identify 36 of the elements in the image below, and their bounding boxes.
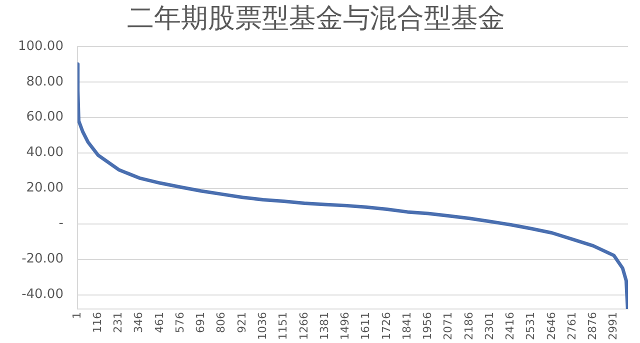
y-tick-label: 60.00	[26, 110, 64, 125]
y-tick-label: 80.00	[26, 74, 64, 90]
x-tick-label: 346	[132, 312, 146, 334]
x-tick-label: 2646	[544, 312, 558, 340]
x-tick-label: 2186	[462, 312, 476, 340]
x-tick-label: 1726	[380, 312, 393, 340]
x-tick-label: 2301	[482, 312, 496, 340]
x-tick-label: 576	[173, 312, 186, 334]
y-tick-label: -20.00	[22, 252, 64, 267]
x-tick-label: 2531	[524, 312, 538, 340]
x-tick-label: 691	[194, 312, 208, 334]
x-tick-label: 1956	[421, 312, 434, 340]
x-tick-label: 1611	[359, 312, 372, 340]
x-tick-label: 2761	[565, 312, 578, 340]
x-tick-label: 1151	[276, 312, 290, 340]
x-tick-label: 461	[152, 312, 166, 334]
x-tick-label: 2991	[606, 312, 620, 340]
x-tick-label: 231	[112, 312, 125, 334]
x-tick-label: 1036	[256, 312, 270, 340]
x-tick-label: 2876	[586, 312, 600, 340]
x-tick-label: 806	[214, 312, 228, 334]
chart-title: 二年期股票型基金与混合型基金	[127, 3, 505, 34]
x-tick-label: 1381	[318, 312, 331, 340]
x-tick-label: 1841	[400, 312, 414, 340]
x-tick-label: 2071	[442, 312, 455, 340]
y-tick-label: 20.00	[26, 180, 64, 196]
x-tick-label: 2416	[504, 312, 517, 340]
x-tick-label: 116	[90, 312, 104, 334]
y-tick-label: 100.00	[18, 38, 64, 54]
x-tick-label: 921	[235, 312, 248, 334]
x-tick-label: 1266	[297, 312, 310, 340]
y-tick-label: -40.00	[22, 287, 64, 302]
y-tick-label: 40.00	[26, 145, 64, 160]
x-tick-label: 1	[70, 312, 84, 320]
y-tick-label: -	[58, 216, 64, 232]
x-tick-label: 1496	[338, 312, 352, 340]
